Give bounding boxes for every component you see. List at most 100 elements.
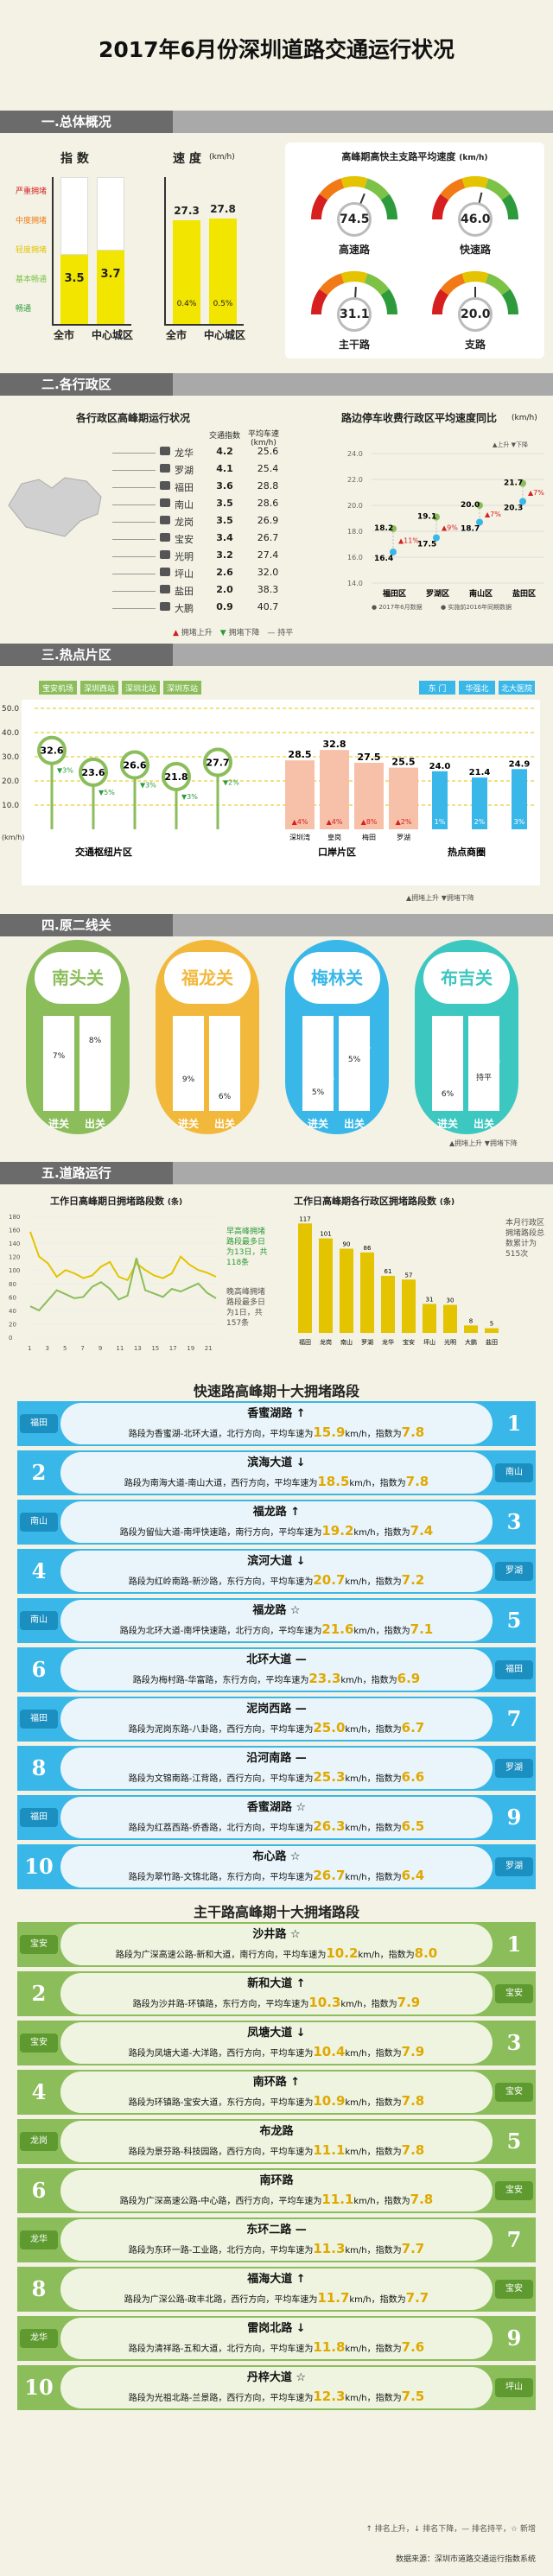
x-tick: 19	[187, 1345, 194, 1352]
y-tick: 0	[9, 1335, 12, 1342]
checkpoint-track	[468, 1016, 499, 1111]
hub-change: ▼3%	[181, 793, 198, 801]
gauge-arc	[432, 289, 449, 315]
y-tick: 140	[9, 1240, 20, 1247]
district-row: 光明 3.2 27.4	[112, 549, 302, 564]
area-label: 全市	[54, 329, 75, 341]
port-bar	[320, 750, 349, 829]
point-2017	[519, 479, 526, 487]
checkpoint-card: 布吉关 17.3 6% 26.0 持平 进关 出关	[415, 940, 518, 1134]
districts-legend: ▲ 拥堵上升 ▼ 拥堵下降 — 持平	[173, 629, 294, 638]
port-value: 28.5	[288, 749, 311, 760]
level-label: 畅通	[16, 305, 32, 314]
gauge-value: 31.1	[337, 297, 372, 332]
index-label: 指 数	[60, 152, 89, 166]
value-2017: 21.7	[504, 479, 523, 488]
road-name: 泥岗西路 —	[246, 1703, 307, 1716]
x-tick: 21	[205, 1345, 213, 1352]
hot-bg	[22, 700, 540, 885]
car-icon	[160, 585, 170, 593]
road-rank-row: 福龙路 ↑ 路段为留仙大道-南坪快速路，南行方向，平均车速为19.2km/h，指数…	[17, 1500, 536, 1545]
gauge-panel: 高峰期高快主支路平均速度 (km/h) 74.5 高速路 46.0 快速路 31.1 主干…	[285, 143, 544, 358]
district-bar	[464, 1325, 478, 1333]
district-bar	[298, 1223, 312, 1333]
hub-tag-label: 深圳东站	[167, 683, 198, 694]
index-value: 3.5	[64, 272, 85, 285]
mall-tag	[459, 681, 495, 695]
hub-change: ▼3%	[140, 782, 156, 790]
road-desc: 路段为留仙大道-南坪快速路，南行方向，平均车速为19.2km/h，指数为7.4	[119, 1523, 434, 1539]
checkpoint-value: 18.0	[302, 1071, 335, 1087]
road-desc: 路段为文锦南路-江背路，西行方向，平均车速为25.3km/h，指数为6.6	[128, 1769, 425, 1785]
point-2017	[476, 502, 483, 509]
mall-tag-label: 东 门	[429, 683, 447, 694]
district-count: 57	[405, 1272, 413, 1278]
leader-line	[112, 608, 156, 609]
gauge-arc	[319, 178, 345, 200]
y-tick: 18.0	[347, 528, 363, 536]
y-tick: 120	[9, 1254, 20, 1261]
road-rank-row: 布龙路 路段为景芬路-科技园路，西行方向，平均车速为11.1km/h，指数为7.…	[17, 2119, 536, 2164]
speed-bar-city	[173, 220, 200, 324]
port-bar	[389, 767, 418, 829]
leader-line	[112, 453, 156, 454]
x-tick: 11	[116, 1345, 124, 1352]
y-tick: 40	[9, 1308, 16, 1315]
district-index: 4.2	[216, 446, 233, 457]
rank-number: 5	[506, 1608, 522, 1633]
district-speed: 25.6	[257, 446, 279, 457]
gauge-arc	[380, 289, 397, 315]
in-label: 进关	[307, 1118, 328, 1130]
leader-line	[112, 470, 156, 471]
in-label: 进关	[436, 1118, 458, 1130]
point-2016	[519, 498, 526, 505]
x-tick: 5	[63, 1345, 67, 1352]
mall-value: 21.4	[469, 768, 491, 777]
gauge-arc	[319, 273, 345, 295]
rank-number: 1	[506, 1932, 522, 1957]
car-icon	[160, 533, 170, 542]
value-2017: 19.1	[417, 513, 436, 522]
district-count: 8	[469, 1317, 473, 1324]
row-inner	[60, 2318, 493, 2359]
leader-line	[112, 556, 156, 557]
road-rank-row: 沙井路 ☆ 路段为广深高速公路-新和大道，南行方向，平均车速为10.2km/h，指…	[17, 1922, 536, 1967]
row-inner	[60, 1924, 493, 1965]
row-inner	[60, 1797, 493, 1838]
district-speed: 32.0	[257, 567, 279, 578]
road-name: 凤塘大道 ↓	[247, 2027, 306, 2040]
district-count: 86	[364, 1245, 372, 1252]
hub-bubble	[162, 761, 191, 791]
leader-line	[112, 487, 156, 488]
x-tick: 7	[80, 1345, 84, 1352]
car-icon	[160, 464, 170, 473]
district-bar	[443, 1304, 457, 1333]
gauge: 20.0 支路	[432, 268, 518, 354]
row-inner	[60, 1846, 493, 1888]
district-speed: 27.4	[257, 549, 279, 561]
district-name: 光明	[444, 1338, 456, 1346]
checkpoint-track	[79, 1016, 111, 1111]
district-name: 福田	[175, 482, 194, 493]
district-tag: 罗湖	[495, 1759, 533, 1778]
road-rank-row: 布心路 ☆ 路段为翠竹路-文锦北路，东行方向，平均车速为26.7km/h，指数为6…	[17, 1844, 536, 1889]
road-desc: 路段为广深公路-政丰北路，西行方向，平均车速为11.7km/h，指数为7.7	[124, 2290, 429, 2306]
roads-left-title: 工作日高峰期日拥堵路段数 (条)	[50, 1196, 183, 1207]
road-rank-row: 东环二路 — 路段为东环一路-工业路，北行方向，平均车速为11.3km/h，指数为…	[17, 2218, 536, 2262]
value-2017: 18.2	[374, 524, 393, 533]
rank-number: 7	[506, 1706, 522, 1731]
port-change: ▲2%	[396, 818, 412, 826]
y-tick: 40.0	[2, 729, 19, 738]
hub-value: 27.7	[206, 757, 229, 768]
hub-change: ▼5%	[99, 789, 115, 796]
in-label: 进关	[177, 1118, 199, 1130]
hub-tag-label: 深圳北站	[125, 683, 156, 694]
level-label: 基本畅通	[16, 276, 48, 284]
evening-line	[29, 1231, 217, 1282]
y-tick: 24.0	[347, 450, 363, 458]
hot-legend: ▲拥堵上升 ▼拥堵下降	[406, 893, 474, 902]
gauge-dial	[432, 271, 518, 315]
district-name: 南山区	[469, 588, 493, 599]
mall-change: 2%	[474, 818, 486, 826]
road-name: 北环大道 —	[246, 1653, 307, 1666]
